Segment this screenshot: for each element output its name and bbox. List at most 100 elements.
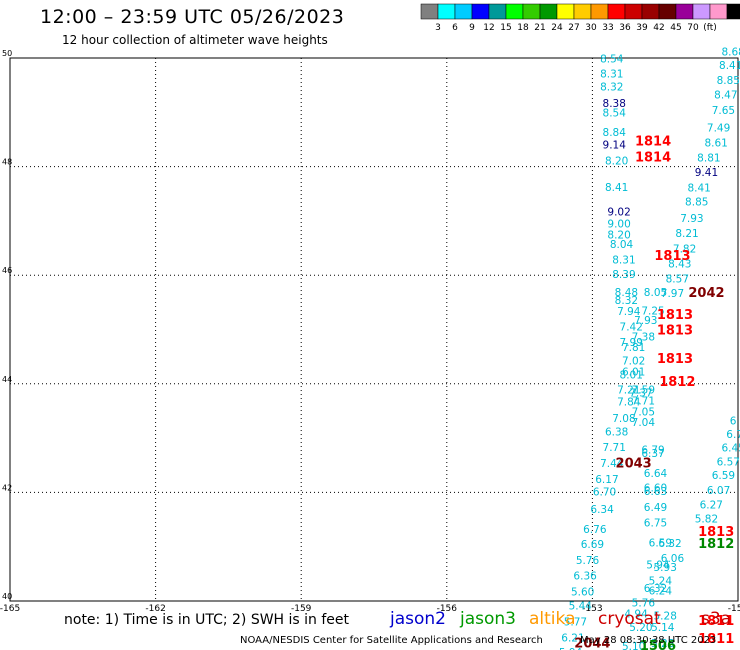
x-tick-label: -153 <box>582 604 602 614</box>
wave-height-value: 7.99 <box>620 337 643 349</box>
wave-height-value: 7.93 <box>680 213 703 225</box>
wave-height-value: 6.27 <box>700 500 723 512</box>
x-tick-label: -150 <box>728 604 740 614</box>
color-scale-label: 27 <box>568 23 579 33</box>
wave-height-value: 4.94 <box>624 608 648 620</box>
wave-height-value: 8.32 <box>615 295 638 307</box>
data-layer: 8.548.318.328.388.548.849.148.208.419.02… <box>559 46 740 650</box>
wave-height-value: 6.07 <box>707 485 730 497</box>
satellite-label-cryosat: cryosat <box>598 609 661 629</box>
wave-height-value: 7.37 <box>629 387 652 399</box>
wave-height-value: 7.08 <box>612 413 635 425</box>
satellite-label-s3a: s3a <box>701 609 732 629</box>
wave-height-value: 6.49 <box>644 502 667 514</box>
color-scale-label: 45 <box>670 23 681 33</box>
wave-height-value: 7.49 <box>707 122 730 134</box>
wave-height-value: 8.84 <box>603 127 627 139</box>
wave-height-value: 5.20 <box>629 622 652 634</box>
generation-timestamp: May 28 08:30:38 UTC 2023 <box>580 635 717 646</box>
wave-height-value: 5.10 <box>622 641 645 650</box>
color-scale-label: 15 <box>500 23 511 33</box>
wave-height-value: 8.31 <box>612 254 635 266</box>
wave-height-value: 6.64 <box>644 468 668 480</box>
satellite-label-jason2: jason2 <box>390 609 446 629</box>
track-time-label: 1812 <box>659 375 695 390</box>
wave-height-value: 8.31 <box>600 69 623 81</box>
wave-height-value: 6.59 <box>649 538 672 550</box>
wave-height-value: 6.06 <box>661 553 685 565</box>
wave-height-value: 8.01 <box>620 369 643 381</box>
track-time-label: 2044 <box>574 637 610 650</box>
y-tick-label: 42 <box>2 483 12 492</box>
wave-height-value: 6.76 <box>583 524 607 536</box>
wave-height-value: 7.25 <box>641 305 664 317</box>
footer-note: note: 1) Time is in UTC; 2) SWH is in fe… <box>64 612 350 628</box>
wave-height-value: 6.63 <box>644 486 667 498</box>
wave-height-value: 7.44 <box>600 458 624 470</box>
wave-height-value: 9.00 <box>607 218 630 230</box>
track-time-label: 1814 <box>635 134 671 149</box>
color-scale-label: 24 <box>551 23 563 33</box>
color-scale-label: 3 <box>435 23 441 33</box>
y-tick-label: 46 <box>2 266 12 275</box>
wave-height-value: 6.77 <box>726 429 740 441</box>
wave-height-value: 7.82 <box>673 243 696 255</box>
wave-height-value: 7.59 <box>632 385 655 397</box>
color-scale-label: 42 <box>653 23 664 33</box>
wave-height-value: 7.71 <box>632 395 655 407</box>
wave-height-value: 5.44 <box>569 601 593 613</box>
wave-height-value: 6.34 <box>590 504 614 516</box>
wave-height-value: 6.17 <box>595 474 618 486</box>
wave-height-value: 7.05 <box>632 406 655 418</box>
color-scale-label: 33 <box>602 23 613 33</box>
wave-height-value: 7.38 <box>632 331 655 343</box>
plot-frame <box>9 57 739 602</box>
wave-height-value: 6.57 <box>717 456 740 468</box>
wave-height-value: 7.65 <box>712 105 735 117</box>
wave-height-value: 8.38 <box>603 98 626 110</box>
wave-height-value: 8.68 <box>721 46 740 58</box>
color-scale-label: 70 <box>687 23 699 33</box>
wave-height-value: 8.81 <box>697 153 720 165</box>
wave-height-value: 6.75 <box>644 518 667 530</box>
color-scale-label: 18 <box>517 23 529 33</box>
wave-height-value: 6.69 <box>581 539 604 551</box>
wave-height-value: 7.97 <box>661 288 684 300</box>
wave-height-value: 8.43 <box>668 259 691 271</box>
wave-height-value: 8.41 <box>687 183 710 195</box>
credit-line: NOAA/NESDIS Center for Satellite Applica… <box>240 635 543 646</box>
color-scale-legend: 3 6 9 12 15 18 21 24 27 30 33 36 39 42 45 70 (ft) <box>420 3 740 33</box>
y-tick-label: 40 <box>2 592 12 601</box>
wave-height-value: 8.04 <box>610 239 634 251</box>
track-time-label: 1813 <box>657 352 693 367</box>
wave-height-value: 8.61 <box>704 138 727 150</box>
wave-height-value: 7.42 <box>620 322 643 334</box>
x-tick-label: -159 <box>291 604 312 614</box>
wave-height-value: 8.20 <box>607 229 630 241</box>
wave-height-value: 5.93 <box>654 562 677 574</box>
wave-height-value: 5.82 <box>695 513 718 525</box>
wave-height-value: 5.60 <box>571 587 594 599</box>
color-scale-label: 39 <box>636 23 648 33</box>
wave-height-value: 7.02 <box>622 355 645 367</box>
wave-height-value: 8.57 <box>666 273 689 285</box>
wave-height-value: 6.70 <box>593 487 616 499</box>
y-tick-label: 44 <box>2 375 12 384</box>
wave-height-value: 8.05 <box>644 287 667 299</box>
wave-height-value: 7.04 <box>632 417 656 429</box>
wave-height-value: 8.54 <box>603 108 627 120</box>
color-scale-label: 6 <box>452 23 458 33</box>
wave-height-value: 5.76 <box>632 597 656 609</box>
wave-height-value: 5.76 <box>576 555 600 567</box>
wave-height-value: 7.71 <box>603 442 626 454</box>
wave-height-value: 8.54 <box>600 53 624 65</box>
color-swatch <box>726 3 740 20</box>
wave-height-value: 5.24 <box>649 576 673 588</box>
wave-height-value: 6.45 <box>721 443 740 455</box>
track-time-label: 1813 <box>657 323 693 338</box>
satellite-label-altika: altika <box>529 609 576 629</box>
wave-height-value: 9.14 <box>603 140 627 152</box>
track-time-label: 1811 <box>698 632 734 647</box>
wave-height-value: 6.32 <box>644 583 667 595</box>
track-time-label: 1813 <box>698 525 734 540</box>
